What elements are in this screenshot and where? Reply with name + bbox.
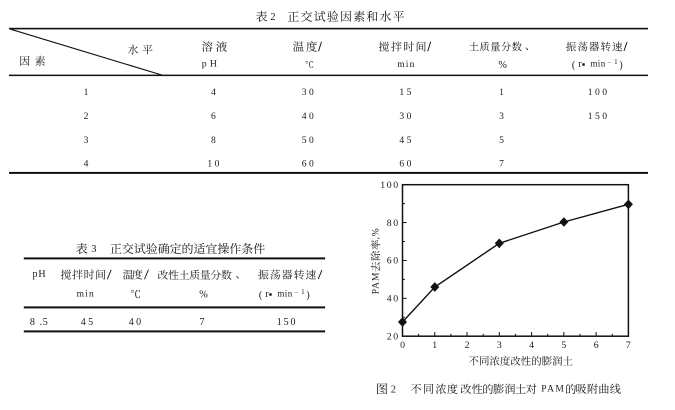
svg-text:r: r bbox=[265, 289, 269, 300]
svg-text:2: 2 bbox=[270, 12, 275, 23]
svg-text:min: min bbox=[590, 59, 605, 69]
svg-text:PAM: PAM bbox=[541, 385, 565, 395]
svg-text:150: 150 bbox=[277, 317, 298, 328]
svg-text:1: 1 bbox=[301, 288, 305, 296]
svg-text:): ) bbox=[619, 60, 622, 71]
svg-text:80: 80 bbox=[387, 218, 400, 229]
svg-text:PAM: PAM bbox=[372, 272, 382, 295]
svg-text:.: . bbox=[40, 317, 43, 328]
svg-text:(: ( bbox=[572, 60, 576, 71]
svg-text:min: min bbox=[77, 289, 95, 299]
svg-text:5: 5 bbox=[43, 317, 48, 328]
svg-text:1: 1 bbox=[84, 87, 91, 98]
svg-text:%: % bbox=[199, 289, 208, 300]
svg-text:%: % bbox=[372, 228, 382, 236]
svg-text:30: 30 bbox=[399, 111, 413, 122]
svg-text:100: 100 bbox=[588, 87, 610, 98]
svg-text:7: 7 bbox=[626, 340, 631, 351]
svg-text:pH: pH bbox=[33, 269, 47, 280]
svg-text:40: 40 bbox=[302, 111, 316, 122]
svg-text:r: r bbox=[578, 59, 582, 70]
svg-text:0: 0 bbox=[400, 340, 405, 351]
svg-text:20: 20 bbox=[387, 331, 400, 342]
svg-text:45: 45 bbox=[399, 135, 413, 146]
svg-text:8: 8 bbox=[30, 317, 35, 328]
svg-text:6: 6 bbox=[211, 111, 218, 122]
svg-text:7: 7 bbox=[499, 159, 506, 170]
svg-text:(: ( bbox=[259, 290, 263, 301]
svg-text:1: 1 bbox=[499, 87, 506, 98]
svg-text:4: 4 bbox=[84, 159, 91, 170]
svg-text:10: 10 bbox=[207, 159, 221, 170]
svg-text:2: 2 bbox=[391, 384, 396, 395]
svg-text:15: 15 bbox=[399, 87, 413, 98]
svg-text:60: 60 bbox=[302, 159, 316, 170]
svg-text:8: 8 bbox=[211, 135, 218, 146]
svg-text:60: 60 bbox=[387, 256, 400, 267]
svg-text:4: 4 bbox=[529, 340, 534, 351]
svg-text:2: 2 bbox=[84, 111, 91, 122]
svg-text:45: 45 bbox=[81, 317, 96, 328]
svg-text:–: – bbox=[607, 60, 612, 66]
svg-text:pH: pH bbox=[202, 59, 220, 70]
svg-text:5: 5 bbox=[499, 135, 506, 146]
svg-text:30: 30 bbox=[302, 87, 316, 98]
svg-text:7: 7 bbox=[200, 317, 205, 328]
svg-text:4: 4 bbox=[211, 87, 218, 98]
svg-text:40: 40 bbox=[387, 294, 400, 305]
svg-text:%: % bbox=[498, 60, 507, 71]
svg-text:–: – bbox=[294, 290, 299, 296]
svg-text:1: 1 bbox=[614, 58, 618, 66]
svg-text:3: 3 bbox=[84, 135, 91, 146]
svg-text:3: 3 bbox=[497, 340, 502, 351]
svg-text:min: min bbox=[397, 60, 415, 70]
svg-text:,: , bbox=[372, 237, 382, 239]
svg-text:50: 50 bbox=[302, 135, 316, 146]
svg-text:): ) bbox=[306, 290, 309, 301]
svg-text:3: 3 bbox=[91, 244, 96, 255]
svg-text:1: 1 bbox=[432, 340, 437, 351]
svg-text:150: 150 bbox=[588, 111, 610, 122]
svg-text:2: 2 bbox=[465, 340, 470, 351]
svg-text:40: 40 bbox=[129, 317, 144, 328]
svg-text:6: 6 bbox=[594, 340, 599, 351]
svg-text:100: 100 bbox=[380, 180, 400, 191]
svg-text:5: 5 bbox=[561, 340, 566, 351]
svg-text:min: min bbox=[277, 289, 292, 299]
svg-text:3: 3 bbox=[499, 111, 506, 122]
svg-text:60: 60 bbox=[399, 159, 413, 170]
